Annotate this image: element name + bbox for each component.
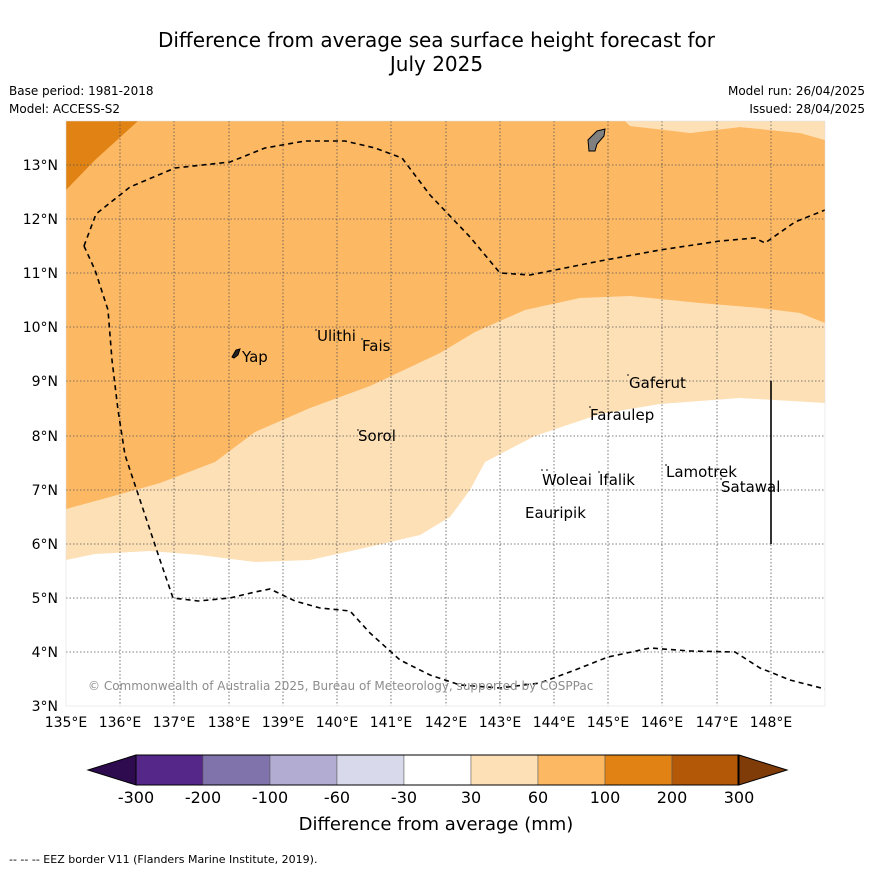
lon-tick-label: 136°E — [99, 715, 142, 731]
place-label-satawal: Satawal — [721, 478, 780, 496]
eez-legend-note: -- -- -- EEZ border V11 (Flanders Marine… — [9, 853, 318, 866]
lat-tick-label: 13°N — [23, 158, 58, 174]
lat-tick-label: 8°N — [32, 429, 58, 445]
lat-tick-label: 3°N — [32, 699, 58, 715]
lon-tick-label: 143°E — [479, 715, 522, 731]
colorbar-swatch — [202, 754, 271, 786]
model-run-date: Model run: 26/04/2025 — [727, 84, 865, 98]
lon-tick-label: 142°E — [425, 715, 468, 731]
lon-tick-label: 135°E — [45, 715, 88, 731]
lat-tick-label: 11°N — [23, 266, 58, 282]
lon-tick-label: 146°E — [641, 715, 684, 731]
place-label-gaferut: Gaferut — [629, 374, 686, 392]
map-frame — [65, 120, 826, 707]
place-label-ifalik: Ifalik — [599, 471, 635, 489]
copyright-notice: © Commonwealth of Australia 2025, Bureau… — [88, 679, 593, 693]
place-label-eauripik: Eauripik — [525, 504, 586, 522]
base-period: Base period: 1981-2018 — [9, 84, 154, 98]
place-label-fais: Fais — [362, 337, 391, 355]
lon-tick-label: 138°E — [208, 715, 251, 731]
colorbar-extension-high — [738, 754, 789, 786]
lon-tick-label: 139°E — [262, 715, 305, 731]
title-line-1: Difference from average sea surface heig… — [157, 28, 716, 52]
colorbar-tick-label: -30 — [391, 788, 417, 807]
place-labels: Yap Ulithi Fais Sorol Gaferut Faraulep W… — [241, 327, 780, 522]
lon-tick-label: 144°E — [533, 715, 576, 731]
model-name: Model: ACCESS-S2 — [9, 102, 121, 116]
lat-tick-label: 6°N — [32, 537, 58, 553]
lat-tick-label: 10°N — [23, 320, 58, 336]
colorbar-tick-label: 60 — [528, 788, 548, 807]
guam-island — [587, 128, 606, 152]
map-area: Yap Ulithi Fais Sorol Gaferut Faraulep W… — [66, 121, 825, 706]
colorbar-swatch — [604, 754, 673, 786]
lat-tick-label: 5°N — [32, 591, 58, 607]
lon-tick-label: 137°E — [153, 715, 196, 731]
model-info: Base period: 1981-2018 Model: ACCESS-S2 — [9, 82, 154, 118]
anomaly-band-60-100 — [66, 121, 825, 509]
colorbar-tick-label: -60 — [324, 788, 350, 807]
lat-tick-label: 9°N — [32, 374, 58, 390]
lat-tick-label: 7°N — [32, 483, 58, 499]
colorbar-label: Difference from average (mm) — [299, 814, 574, 835]
lon-tick-label: 145°E — [587, 715, 630, 731]
colorbar-tick-label: -200 — [185, 788, 221, 807]
place-label-ulithi: Ulithi — [317, 327, 356, 345]
place-label-faraulep: Faraulep — [590, 406, 654, 424]
colorbar-swatch — [470, 754, 539, 786]
lon-tick-label: 148°E — [750, 715, 793, 731]
lat-tick-label: 12°N — [23, 212, 58, 228]
colorbar-tick-label: 30 — [461, 788, 481, 807]
colorbar-swatch — [336, 754, 405, 786]
place-label-sorol: Sorol — [358, 427, 396, 445]
colorbar-swatch — [135, 754, 204, 786]
issued-date: Issued: 28/04/2025 — [749, 102, 865, 116]
place-label-woleai: Woleai — [542, 471, 592, 489]
eez-border — [83, 140, 825, 690]
atoll-dots — [315, 329, 722, 480]
colorbar-swatch — [269, 754, 338, 786]
lat-tick-label: 4°N — [32, 645, 58, 661]
colorbar-outline — [135, 754, 739, 786]
colorbar-extension-low — [86, 754, 137, 786]
colorbar-tick-label: -100 — [252, 788, 288, 807]
latitude-axis: 3°N 4°N 5°N 6°N 7°N 8°N 9°N 10°N 11°N 12… — [23, 158, 58, 715]
colorbar-tick-label: 200 — [657, 788, 688, 807]
lon-tick-label: 140°E — [316, 715, 359, 731]
anomaly-band-100-200 — [66, 121, 138, 190]
colorbar-tick-label: 300 — [724, 788, 755, 807]
colorbar-swatch — [537, 754, 606, 786]
yap-island — [231, 348, 241, 359]
longitude-axis: 135°E 136°E 137°E 138°E 139°E 140°E 141°… — [45, 715, 793, 731]
title-line-2: July 2025 — [389, 52, 484, 76]
colorbar: -300 -200 -100 -60 -30 30 60 100 200 300 Differen… — [86, 754, 789, 835]
anomaly-band-30-60-north — [625, 121, 825, 140]
place-label-yap: Yap — [241, 348, 268, 366]
lon-tick-label: 147°E — [696, 715, 739, 731]
gridlines — [66, 121, 825, 706]
map-title: Difference from average sea surface heig… — [0, 28, 873, 76]
colorbar-tick-label: -300 — [118, 788, 154, 807]
colorbar-swatch — [403, 754, 472, 786]
colorbar-tick-label: 100 — [590, 788, 621, 807]
place-label-lamotrek: Lamotrek — [666, 463, 737, 481]
run-info: Model run: 26/04/2025 Issued: 28/04/2025 — [728, 82, 865, 118]
colorbar-swatch — [671, 754, 740, 786]
lon-tick-label: 141°E — [370, 715, 413, 731]
